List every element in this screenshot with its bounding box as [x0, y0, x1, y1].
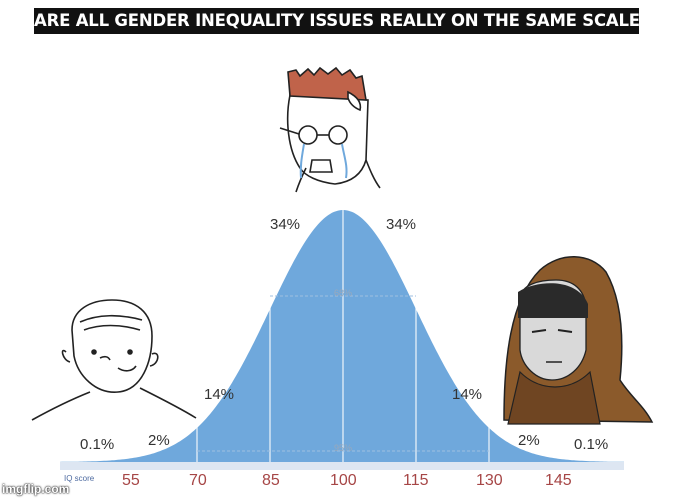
- label-14-right: 14%: [452, 386, 483, 403]
- iq-axis-bar: [60, 462, 624, 470]
- label-68-inner: 68%: [334, 288, 353, 298]
- label-0-1-left: 0.1%: [80, 436, 115, 453]
- meme-caption: ARE ALL GENDER INEQUALITY ISSUES REALLY …: [34, 8, 639, 34]
- tick-145: 145: [545, 472, 572, 489]
- label-14-left: 14%: [204, 386, 235, 403]
- iq-axis-label: IQ score: [64, 474, 95, 483]
- label-0-1-right: 0.1%: [574, 436, 609, 453]
- tick-55: 55: [122, 472, 140, 489]
- bell-curve-area: [60, 210, 624, 462]
- tick-115: 115: [403, 472, 429, 489]
- smug-character-illustration: [31, 299, 197, 421]
- label-34-right: 34%: [386, 216, 417, 233]
- label-2-right: 2%: [518, 432, 540, 449]
- label-34-left: 34%: [270, 216, 301, 233]
- label-2-left: 2%: [148, 432, 170, 449]
- tick-100: 100: [330, 472, 357, 489]
- imgflip-watermark: imgflip.com: [2, 482, 70, 496]
- label-95-inner: 95%: [334, 443, 353, 453]
- tick-130: 130: [476, 472, 503, 489]
- tears-illustration: [299, 143, 348, 179]
- tick-70: 70: [189, 472, 207, 489]
- crying-glasses-character-illustration: [279, 66, 381, 193]
- hooded-character-illustration: [503, 256, 654, 425]
- tick-85: 85: [262, 472, 280, 489]
